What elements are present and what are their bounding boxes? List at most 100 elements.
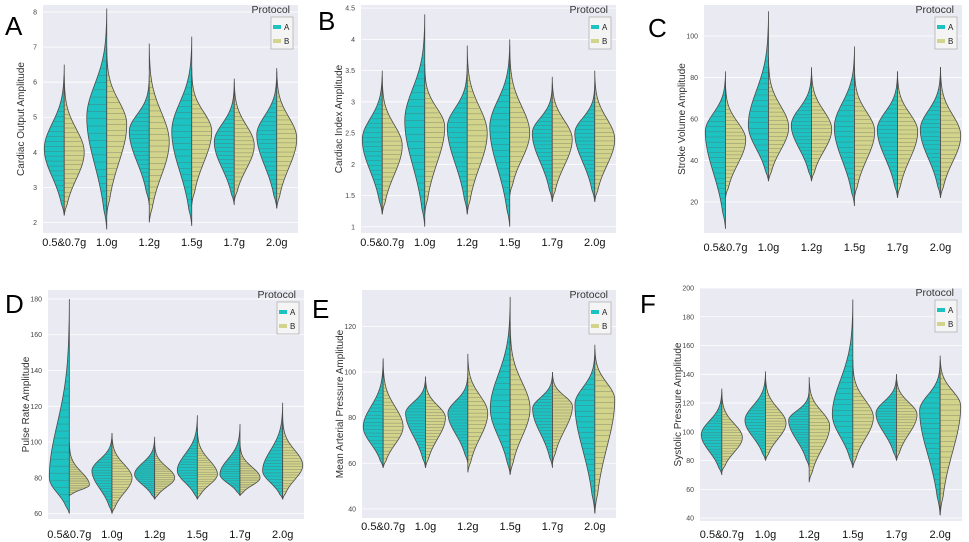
violin-b-1.2g [148,43,170,223]
legend-label-a: A [948,306,954,315]
y-tick-label: 160 [30,332,42,339]
panel-c: 20 40 60 80 100 0.5&0.7g 1.0g 1.2g 1.5g 1.7g 2.0g S… [648,4,962,254]
x-category-label: 1.7g [542,521,563,533]
y-tick-label: 100 [686,34,698,41]
x-category-label: 1.0g [414,237,435,249]
violin-a-0.5&0.7g [361,70,383,215]
y-tick-label: 1 [351,224,355,231]
legend-swatch-a [279,310,287,314]
violin-b-2.0g [282,415,304,500]
y-tick-label: 80 [348,415,356,422]
y-axis-label: Cardiac Output Amplitude [16,62,27,176]
violin-a-2.0g [919,359,941,516]
x-category-label: 1.7g [886,529,907,541]
legend-swatch-a [937,25,945,29]
y-tick-label: 80 [686,458,694,465]
panel-f: 40 60 80 100 120 140 160 180 200 0.5&0.7g 1.0g 1.2g… [640,286,962,541]
y-tick-label: 40 [686,516,694,523]
violin-a-1.0g [747,11,769,182]
legend-title: Protocol [251,4,290,16]
y-tick-label: 3 [351,99,355,106]
legend-label-b: B [602,37,607,46]
legend-swatch-b [273,39,281,43]
y-tick-label: 120 [30,404,42,411]
violin-b-0.5&0.7g [63,75,85,216]
violin-a-1.2g [134,436,156,500]
x-category-label: 1.2g [144,529,165,541]
violin-b-1.5g [852,359,874,468]
y-axis-label: Stroke Volume Amplitude [677,63,688,175]
x-category-label: 1.2g [798,529,819,541]
panel-d: 60 80 100 120 140 160 180 0.5&0.7g 1.0g 1.2g 1.5g 1… [5,289,304,541]
violin-b-1.7g [233,78,255,202]
y-tick-label: 7 [33,45,37,52]
x-category-label: 1.7g [229,529,250,541]
x-category-label: 0.5&0.7g [47,529,91,541]
y-tick-label: 4.5 [345,6,355,13]
legend-swatch-b [937,39,945,43]
legend-box [588,301,612,335]
legend-swatch-b [591,39,599,43]
y-tick-label: 120 [682,401,694,408]
violin-a-1.5g [176,415,198,500]
legend-label-b: B [948,320,953,329]
legend-label-a: A [602,308,608,317]
violin-b-1.5g [509,45,531,196]
x-category-label: 1.0g [415,521,436,533]
y-tick-label: 100 [344,370,356,377]
violin-a-1.7g [876,71,898,198]
panel-letter: A [5,11,23,41]
x-category-label: 1.5g [842,529,863,541]
x-category-label: 2.0g [584,237,605,249]
x-category-label: 1.5g [181,237,202,249]
violin-b-2.0g [594,70,616,202]
y-tick-label: 8 [33,10,37,17]
panel-letter: F [640,289,656,319]
y-axis-label: Systolic Pressure Amplitude [673,342,684,466]
violin-b-1.2g [466,45,488,215]
x-category-label: 0.5&0.7g [361,521,405,533]
x-category-label: 2.0g [266,237,287,249]
legend-swatch-b [279,324,287,328]
legend-title: Protocol [915,287,954,299]
panel-e: 40 60 80 100 120 0.5&0.7g 1.0g 1.2g 1.5g 1.7g 2.0g… [312,289,616,533]
legend-label-a: A [948,23,954,32]
y-axis-label: Pulse Rate Amplitude [21,356,32,452]
legend-box [588,16,612,50]
y-tick-label: 2.5 [345,131,355,138]
y-tick-label: 60 [686,487,694,494]
violin-a-0.5&0.7g [43,64,65,216]
panel-letter: B [318,6,335,36]
x-category-label: 1.5g [499,521,520,533]
x-category-label: 1.2g [139,237,160,249]
violin-a-1.7g [532,372,553,468]
violin-b-1.5g [191,68,213,205]
plot-background [362,290,616,518]
violin-a-1.7g [875,374,897,461]
y-tick-label: 60 [690,117,698,124]
violin-a-1.0g [405,376,426,468]
legend-label-a: A [284,23,290,32]
x-category-label: 1.0g [755,529,776,541]
plot-background [700,288,962,521]
legend-swatch-a [273,25,281,29]
violin-a-0.5&0.7g [700,388,723,476]
y-tick-label: 160 [682,343,694,350]
x-category-label: 1.2g [457,521,478,533]
violin-b-0.5&0.7g [721,391,743,473]
y-tick-label: 2 [351,162,355,169]
violin-a-1.0g [91,433,113,514]
y-tick-label: 140 [30,368,42,375]
y-tick-label: 3 [33,185,37,192]
violin-b-1.7g [897,71,919,198]
violin-a-1.2g [447,372,469,464]
violin-b-2.0g [594,344,616,514]
x-category-label: 1.5g [844,242,865,254]
violin-b-1.0g [106,47,128,216]
panel-letter: C [648,13,667,43]
x-category-label: 1.0g [101,529,122,541]
legend-swatch-a [591,25,599,29]
x-category-label: 1.5g [187,529,208,541]
violin-b-1.2g [808,377,831,483]
